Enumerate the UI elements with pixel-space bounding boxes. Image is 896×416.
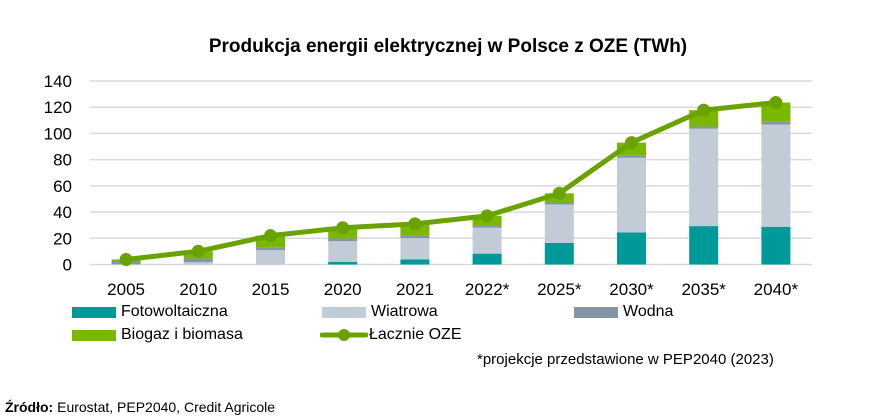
legend-swatch — [574, 306, 618, 318]
x-tick-label: 2025* — [537, 280, 582, 299]
bar-segment — [617, 232, 646, 265]
x-tick-label: 2021 — [396, 280, 434, 299]
bar-segment — [256, 250, 285, 265]
total-point — [769, 95, 783, 109]
y-tick-label: 20 — [53, 229, 72, 248]
total-point — [625, 136, 638, 150]
bar-segment — [617, 157, 646, 233]
y-tick-label: 140 — [44, 72, 72, 91]
total-point — [264, 229, 277, 243]
x-tick-label: 2005 — [107, 280, 145, 299]
legend-item-lacznie: Łacznie OZE — [320, 326, 461, 344]
bar-segment — [400, 259, 430, 265]
bar-segment — [183, 258, 213, 263]
bar-segment — [617, 155, 646, 158]
source-label: Źródło: — [5, 399, 54, 415]
x-tick-label: 2040* — [754, 280, 799, 299]
y-tick-label: 0 — [63, 256, 72, 275]
y-tick-label: 80 — [53, 151, 72, 170]
legend-item-fotowoltaiczna: Fotowoltaiczna — [72, 303, 228, 321]
bar-segment — [472, 227, 502, 254]
bar-segment — [544, 242, 574, 265]
x-tick-label: 2015 — [252, 280, 290, 299]
bar-segment — [761, 124, 791, 227]
bar-segment — [328, 238, 358, 242]
bar-segment — [183, 262, 213, 265]
legend-swatch — [72, 306, 116, 318]
total-point — [408, 217, 422, 231]
total-point — [697, 103, 711, 117]
bar-segment — [472, 225, 502, 228]
y-tick-label: 40 — [53, 203, 72, 222]
source-text: Eurostat, PEP2040, Credit Agricole — [57, 399, 276, 415]
bar-segment — [472, 253, 502, 265]
x-tick-label: 2010 — [179, 280, 217, 299]
legend-swatch — [72, 329, 116, 341]
total-point — [336, 221, 350, 235]
legend-label: Łacznie OZE — [369, 326, 462, 343]
footnote: *projekcje przedstawione w PEP2040 (2023… — [477, 351, 774, 368]
total-point — [119, 253, 133, 267]
bar-segment — [689, 128, 719, 227]
bar-segment — [328, 261, 358, 265]
bar-segment — [328, 241, 358, 262]
bar-segment — [400, 235, 430, 239]
bar-segment — [256, 247, 285, 251]
chart-title: Produkcja energii elektrycznej w Polsce … — [208, 36, 688, 57]
x-tick-label: 2020 — [324, 280, 362, 299]
legend-label: Biogaz i biomasa — [121, 326, 243, 343]
total-point — [552, 186, 566, 200]
legend-line-marker-icon — [320, 329, 368, 341]
x-tick-label: 2035* — [681, 280, 726, 299]
x-tick-label: 2030* — [609, 280, 654, 299]
bar-segment — [544, 202, 574, 205]
bar-segment — [544, 204, 574, 243]
legend-label: Wodna — [623, 303, 674, 320]
legend-label: Wiatrowa — [371, 303, 438, 320]
bar-segment — [761, 226, 791, 265]
bar-segment — [689, 126, 719, 129]
total-line — [125, 100, 777, 263]
y-tick-label: 120 — [44, 98, 72, 117]
legend-item-wiatrowa: Wiatrowa — [322, 303, 438, 321]
legend-item-biogaz: Biogaz i biomasa — [72, 326, 243, 344]
legend-swatch — [322, 306, 366, 318]
bar-segment — [689, 226, 719, 265]
bar-segment — [761, 102, 791, 122]
x-tick-label: 2022* — [465, 280, 510, 299]
y-tick-label: 100 — [44, 124, 72, 143]
y-tick-label: 60 — [53, 177, 72, 196]
legend-label: Fotowoltaiczna — [121, 303, 228, 320]
bar-segment — [400, 238, 430, 260]
bar-segment — [761, 121, 791, 125]
total-point — [480, 209, 494, 223]
total-point — [191, 244, 205, 258]
source-note: Źródło: Eurostat, PEP2040, Credit Agrico… — [5, 399, 275, 415]
legend-item-wodna: Wodna — [574, 303, 673, 321]
